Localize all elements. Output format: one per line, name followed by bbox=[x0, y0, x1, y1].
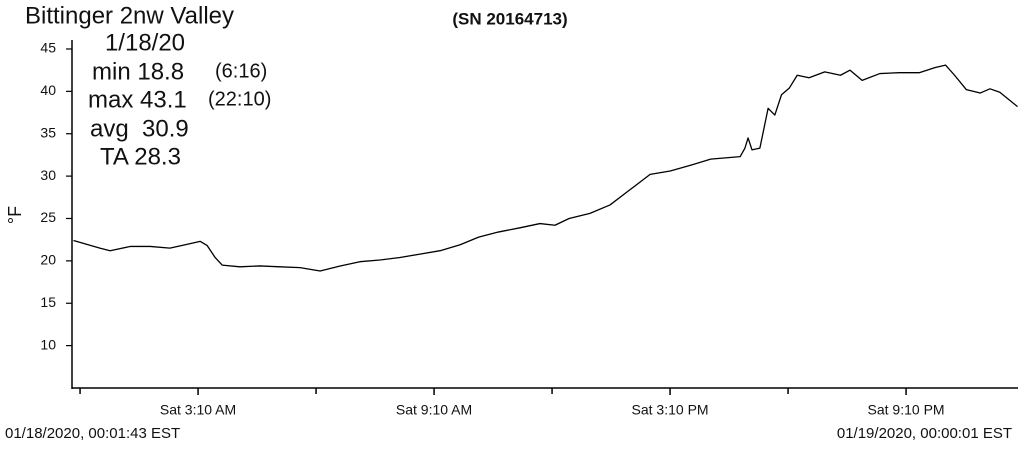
annotation: avg 30.9 bbox=[90, 115, 189, 142]
y-tick-label: 40 bbox=[40, 82, 56, 98]
annotation: (6:16) bbox=[215, 60, 267, 82]
y-tick-label: 25 bbox=[40, 209, 56, 225]
y-tick-label: 10 bbox=[40, 336, 56, 352]
x-tick-label: Sat 3:10 AM bbox=[160, 402, 236, 418]
annotation: min 18.8 bbox=[92, 58, 184, 85]
y-axis-label: °F bbox=[5, 206, 25, 224]
footer-right: 01/19/2020, 00:00:01 EST bbox=[837, 425, 1012, 442]
y-tick-label: 30 bbox=[40, 167, 56, 183]
y-tick-label: 20 bbox=[40, 252, 56, 268]
temperature-line bbox=[73, 64, 1018, 272]
chart-subtitle: (SN 20164713) bbox=[452, 9, 567, 28]
chart-title: Bittinger 2nw Valley bbox=[25, 2, 234, 29]
annotation: max 43.1 bbox=[88, 86, 187, 113]
footer-left: 01/18/2020, 00:01:43 EST bbox=[5, 425, 180, 442]
y-tick-label: 35 bbox=[40, 124, 56, 140]
annotation: (22:10) bbox=[208, 88, 271, 110]
annotation: TA 28.3 bbox=[100, 143, 181, 170]
y-tick-label: 45 bbox=[40, 40, 56, 56]
x-tick-label: Sat 3:10 PM bbox=[632, 402, 709, 418]
x-tick-label: Sat 9:10 AM bbox=[396, 402, 472, 418]
annotation: 1/18/20 bbox=[105, 29, 185, 56]
x-tick-label: Sat 9:10 PM bbox=[868, 402, 945, 418]
y-tick-label: 15 bbox=[40, 294, 56, 310]
